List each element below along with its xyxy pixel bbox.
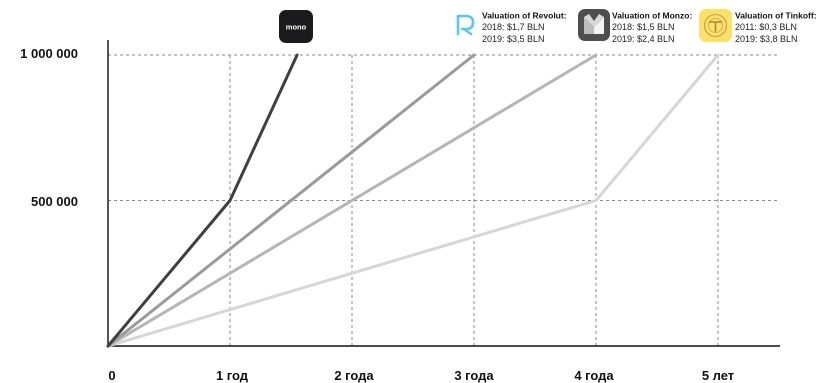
- x-tick-label-1: 1 год: [216, 368, 249, 383]
- legend-line-monzo-2019: 2019: $2,4 BLN: [612, 34, 675, 44]
- x-tick-label-3: 3 года: [454, 368, 494, 383]
- monzo-logo: [578, 9, 610, 41]
- legend-item-tinkoff: Valuation of Tinkoff: 2011: $0,3 BLN 201…: [699, 9, 817, 44]
- x-tick-labels: 0 1 год 2 года 3 года 4 года 5 лет: [108, 368, 734, 383]
- legend-title-monzo: Valuation of Monzo:: [612, 11, 692, 21]
- y-tick-label-1000000: 1 000 000: [20, 46, 78, 61]
- x-tick-label-5: 5 лет: [702, 368, 734, 383]
- monobank-logo: mono: [279, 10, 313, 43]
- legend-line-monzo-2018: 2018: $1,5 BLN: [612, 22, 675, 32]
- series-line-monzo-logo: [106, 53, 598, 348]
- legend-item-revolut: Valuation of Revolut: 2018: $1,7 BLN 201…: [450, 10, 567, 44]
- x-tick-label-0: 0: [108, 368, 115, 383]
- revolut-logo: [450, 10, 480, 40]
- legend-title-tinkoff: Valuation of Tinkoff:: [735, 11, 817, 21]
- legend-line-tinkoff-2019: 2019: $3,8 BLN: [735, 34, 798, 44]
- x-tick-label-2: 2 года: [334, 368, 374, 383]
- y-tick-labels: 1 000 000 500 000: [20, 46, 78, 209]
- series-lines: [106, 53, 720, 348]
- x-tick-label-4: 4 года: [574, 368, 614, 383]
- tinkoff-logo: [699, 9, 732, 42]
- series-line-monobank-logo: [106, 53, 299, 348]
- legend-item-monzo: Valuation of Monzo: 2018: $1,5 BLN 2019:…: [578, 9, 692, 44]
- legend-line-tinkoff-2011: 2011: $0,3 BLN: [735, 22, 797, 32]
- legend-title-revolut: Valuation of Revolut:: [482, 11, 567, 21]
- mono-logo-text: mono: [286, 23, 307, 32]
- grid-lines: [108, 54, 780, 346]
- series-line-revolut-logo: [106, 53, 476, 348]
- series-line-tinkoff-logo: [106, 53, 720, 348]
- axes: [107, 40, 780, 347]
- legend-line-revolut-2019: 2019: $3,5 BLN: [482, 34, 545, 44]
- y-tick-label-500000: 500 000: [31, 194, 78, 209]
- legend-line-revolut-2018: 2018: $1,7 BLN: [482, 22, 545, 32]
